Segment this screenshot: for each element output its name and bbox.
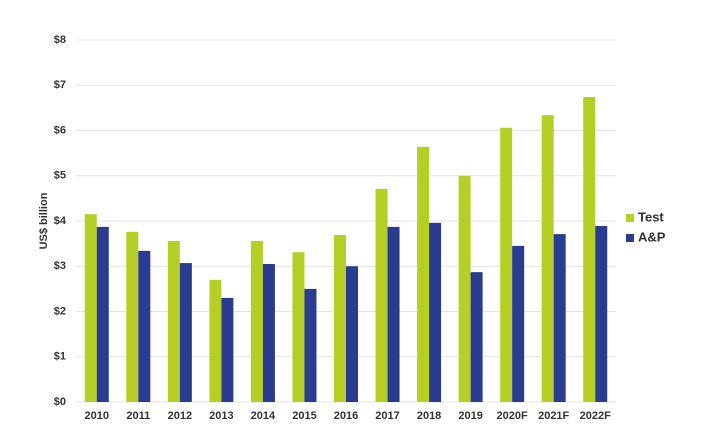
bar — [179, 263, 192, 402]
x-tick-label: 2012 — [168, 410, 192, 422]
bar — [375, 188, 388, 402]
x-tick-label: 2019 — [458, 410, 482, 422]
bar — [126, 231, 139, 402]
bar — [304, 288, 317, 402]
y-tick-label: $1 — [54, 351, 66, 363]
bar — [221, 297, 234, 402]
x-tick-label: 2016 — [334, 410, 358, 422]
x-tick-label: 2021F — [538, 410, 569, 422]
y-axis-label: US$ billion — [38, 192, 50, 249]
bar — [334, 235, 346, 402]
y-tick-label: $8 — [54, 34, 66, 46]
bar — [209, 279, 222, 402]
bar — [96, 226, 109, 402]
bar — [84, 214, 97, 402]
bar — [595, 225, 608, 402]
bar — [292, 252, 305, 402]
x-tick-label: 2014 — [251, 410, 276, 422]
x-tick-label: 2010 — [85, 410, 109, 422]
bar — [138, 250, 151, 402]
bar — [429, 222, 442, 402]
bar — [553, 234, 566, 402]
x-tick-label: 2018 — [417, 410, 441, 422]
bar — [167, 240, 180, 402]
x-tick-label: 2020F — [497, 410, 528, 422]
y-tick-label: $0 — [54, 396, 66, 408]
legend-swatch — [626, 234, 634, 242]
x-tick-label: 2013 — [209, 410, 233, 422]
bar — [417, 146, 430, 402]
x-tick-label: 2022F — [580, 410, 611, 422]
y-tick-label: $5 — [54, 170, 66, 182]
bar — [470, 272, 483, 402]
bar — [583, 97, 596, 402]
y-tick-label: $4 — [54, 215, 67, 227]
bar — [262, 263, 275, 402]
x-tick-label: 2015 — [292, 410, 316, 422]
x-tick-label: 2017 — [375, 410, 399, 422]
y-tick-label: $6 — [54, 124, 66, 136]
legend-swatch — [626, 214, 634, 222]
y-tick-label: $3 — [54, 260, 66, 272]
y-tick-label: $7 — [54, 79, 66, 91]
x-tick-label: 2011 — [126, 410, 150, 422]
bar — [500, 127, 513, 402]
bar — [458, 175, 471, 402]
legend-label: Test — [638, 209, 664, 224]
bar — [541, 115, 554, 403]
bar — [250, 240, 263, 402]
bar — [387, 226, 400, 402]
bar — [346, 266, 358, 402]
legend-label: A&P — [638, 229, 666, 244]
y-tick-label: $2 — [54, 305, 66, 317]
bar — [512, 245, 525, 402]
